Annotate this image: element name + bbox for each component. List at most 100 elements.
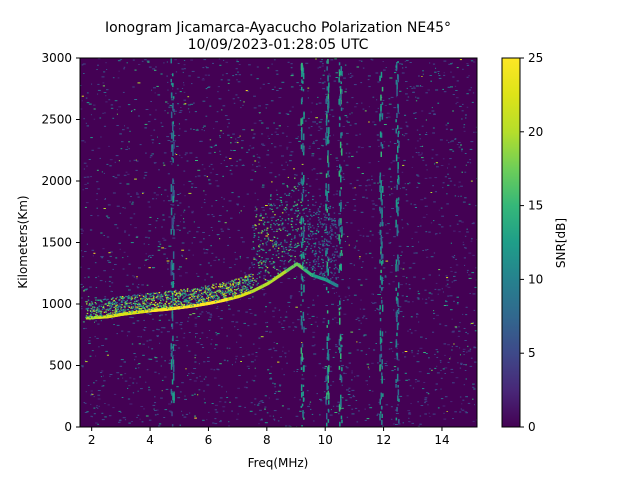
spread-echo <box>137 305 139 307</box>
noise-pixel <box>241 140 244 142</box>
noise-pixel <box>150 135 153 137</box>
noise-pixel <box>347 156 351 158</box>
spread-echo <box>278 224 281 226</box>
spread-echo <box>280 201 283 203</box>
noise-pixel <box>179 391 182 393</box>
noise-pixel <box>396 343 399 345</box>
noise-pixel <box>449 358 451 360</box>
noise-pixel <box>198 363 200 365</box>
spread-echo <box>91 302 93 304</box>
noise-pixel <box>417 298 420 300</box>
noise-pixel <box>274 176 277 178</box>
interference-streak <box>301 73 303 76</box>
spread-echo <box>301 216 303 218</box>
spread-echo <box>226 288 228 290</box>
noise-pixel <box>417 182 419 184</box>
spread-echo <box>173 299 176 302</box>
noise-pixel <box>312 142 315 144</box>
interference-streak <box>395 79 398 85</box>
noise-pixel <box>114 161 116 163</box>
noise-pixel <box>99 372 103 373</box>
noise-pixel <box>281 164 283 166</box>
noise-pixel <box>430 192 433 193</box>
noise-pixel <box>188 317 190 319</box>
noise-pixel <box>190 372 193 374</box>
spread-echo <box>188 290 191 292</box>
noise-pixel <box>430 222 433 224</box>
spread-echo <box>204 299 206 301</box>
spread-echo <box>107 304 110 306</box>
noise-pixel <box>316 228 318 230</box>
noise-pixel <box>373 182 376 184</box>
noise-pixel <box>334 317 337 319</box>
noise-pixel <box>188 332 191 333</box>
interference-streak <box>171 157 173 160</box>
spread-echo <box>207 296 209 298</box>
spread-echo <box>172 302 175 304</box>
noise-pixel <box>219 363 222 365</box>
noise-pixel <box>362 196 365 198</box>
noise-pixel <box>311 315 315 317</box>
spread-echo <box>115 310 118 312</box>
noise-pixel <box>356 341 358 343</box>
noise-pixel <box>282 169 286 171</box>
spread-echo <box>249 285 251 287</box>
noise-pixel <box>347 394 351 395</box>
noise-pixel <box>215 121 218 123</box>
spread-echo <box>168 297 170 299</box>
interference-streak <box>327 133 330 138</box>
noise-pixel <box>237 329 239 330</box>
noise-pixel <box>433 312 436 314</box>
spread-echo <box>171 304 173 306</box>
spread-echo <box>166 294 169 296</box>
noise-pixel <box>306 390 309 392</box>
noise-pixel <box>177 63 180 64</box>
noise-pixel <box>235 68 238 70</box>
noise-pixel <box>430 293 433 295</box>
noise-pixel <box>403 159 406 161</box>
spread-echo <box>106 305 109 307</box>
noise-pixel <box>175 340 179 341</box>
spread-echo <box>224 297 226 299</box>
noise-pixel <box>426 256 429 258</box>
noise-pixel <box>293 370 295 372</box>
spread-echo <box>255 216 257 218</box>
noise-pixel <box>248 266 251 268</box>
noise-pixel <box>408 284 411 286</box>
noise-pixel <box>267 369 270 371</box>
noise-pixel <box>407 410 411 412</box>
spread-echo <box>169 305 171 307</box>
spread-echo <box>123 297 126 299</box>
noise-pixel <box>191 70 195 72</box>
noise-pixel <box>261 206 265 208</box>
noise-pixel <box>109 276 112 278</box>
spread-echo <box>307 192 310 194</box>
noise-pixel <box>374 204 378 206</box>
noise-pixel <box>120 374 123 376</box>
noise-pixel <box>339 247 343 249</box>
noise-pixel <box>347 405 351 406</box>
spread-echo <box>146 298 148 300</box>
noise-pixel <box>176 229 180 231</box>
noise-pixel <box>251 129 254 131</box>
noise-pixel <box>434 288 437 290</box>
interference-streak <box>338 69 341 72</box>
spread-echo <box>232 296 234 298</box>
spread-echo <box>131 309 133 311</box>
noise-pixel <box>269 263 272 265</box>
spread-echo <box>125 304 127 306</box>
noise-pixel <box>219 150 221 152</box>
spread-echo <box>159 306 161 308</box>
noise-pixel <box>447 122 449 124</box>
spread-echo <box>294 243 297 245</box>
noise-pixel <box>463 130 466 132</box>
interference-streak <box>340 344 342 348</box>
noise-pixel <box>425 92 428 94</box>
noise-pixel <box>81 95 84 97</box>
interference-streak <box>172 124 174 131</box>
noise-pixel <box>389 229 391 231</box>
spread-echo <box>208 296 210 298</box>
noise-pixel <box>393 186 396 188</box>
noise-pixel <box>81 306 83 307</box>
interference-streak <box>173 190 175 198</box>
